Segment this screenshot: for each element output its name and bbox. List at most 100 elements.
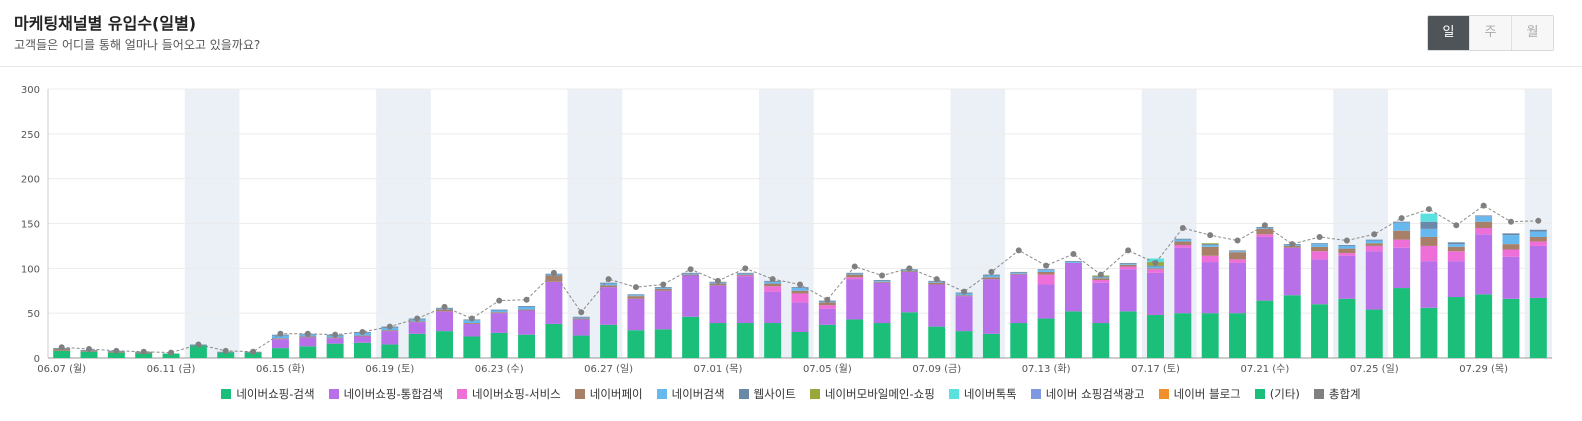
bar-segment (873, 323, 891, 358)
bar-segment (572, 316, 590, 318)
bar-segment (1311, 246, 1329, 252)
bar-segment (1037, 271, 1055, 275)
total-point (578, 309, 585, 316)
bar-segment (682, 274, 700, 276)
bar-segment (353, 342, 371, 358)
bar-segment (1393, 247, 1411, 289)
bar-segment (627, 295, 645, 297)
bar-segment (518, 305, 536, 307)
bar-segment (1365, 309, 1383, 358)
bar-segment (818, 302, 836, 306)
legend-item[interactable]: 네이버쇼핑-서비스 (456, 384, 561, 404)
bar-segment (873, 282, 891, 324)
total-point (140, 348, 147, 355)
bar-segment (982, 277, 1000, 280)
legend-item[interactable]: 네이버쇼핑-통합검색 (328, 384, 443, 404)
legend-item[interactable]: 네이버쇼핑-검색 (221, 384, 315, 404)
period-week-button[interactable]: 주 (1469, 16, 1511, 50)
bar-segment (654, 288, 672, 291)
legend-item[interactable]: 네이버검색 (656, 384, 725, 404)
legend-item[interactable]: 네이버모바일메인-쇼핑 (809, 384, 935, 404)
bar-segment (1010, 273, 1028, 275)
bar-segment (682, 272, 700, 274)
bar-segment (791, 288, 809, 291)
legend-item[interactable]: 총합계 (1313, 384, 1361, 404)
total-point (632, 284, 639, 291)
legend-label: 네이버모바일메인-쇼핑 (824, 387, 935, 401)
bar-segment (627, 330, 645, 358)
total-point (1125, 247, 1132, 254)
legend-label: (기타) (1269, 387, 1300, 401)
bar-segment (490, 310, 508, 313)
bar-segment (1119, 262, 1137, 264)
bar-segment (1119, 263, 1137, 265)
bar-segment (1201, 244, 1219, 246)
bar-segment (764, 286, 782, 292)
bar-segment (791, 293, 809, 303)
legend-swatch (221, 389, 232, 399)
total-point (468, 315, 475, 322)
bar-segment (1256, 234, 1274, 237)
bar-segment (463, 323, 481, 324)
bar-segment (1283, 247, 1301, 296)
legend-swatch (1030, 389, 1041, 399)
bar-segment (545, 275, 563, 282)
total-point (1371, 231, 1378, 238)
bar-segment (682, 273, 700, 275)
x-tick-label: 07.05 (월) (803, 363, 852, 375)
bar-segment (1201, 313, 1219, 358)
total-point (605, 276, 612, 283)
legend-item[interactable]: 네이버톡톡 (948, 384, 1017, 404)
bar-segment (818, 308, 836, 325)
bar-segment (107, 352, 125, 358)
bar-segment (436, 309, 453, 312)
bar-segment (1092, 323, 1110, 358)
bar-segment (271, 338, 289, 340)
bar-segment (1529, 229, 1547, 232)
bar-segment (1529, 231, 1547, 237)
total-point (1070, 250, 1077, 257)
bar-segment (1092, 282, 1110, 324)
total-point (1480, 202, 1487, 209)
bar-segment (873, 280, 891, 282)
bar-segment (1092, 278, 1110, 280)
bar-segment (600, 285, 618, 288)
bar-segment (791, 290, 809, 294)
legend-item[interactable]: (기타) (1254, 384, 1300, 404)
bar-segment (846, 272, 864, 274)
bar-segment (1037, 274, 1055, 285)
bar-segment (518, 334, 536, 358)
legend-swatch (1254, 389, 1265, 399)
bar-segment (1311, 244, 1329, 247)
bar-segment (1174, 239, 1192, 242)
bar-segment (1475, 215, 1493, 217)
bar-segment (1037, 318, 1055, 358)
bar-segment (846, 273, 864, 275)
legend-item[interactable]: 네이버 쇼핑검색광고 (1030, 384, 1145, 404)
bar-segment (1064, 262, 1082, 312)
bar-segment (1119, 266, 1137, 270)
bar-segment (1365, 245, 1383, 252)
period-month-button[interactable]: 월 (1511, 16, 1553, 50)
legend-item[interactable]: 웹사이트 (738, 384, 796, 404)
bar-segment (162, 353, 180, 358)
bar-segment (1420, 213, 1438, 222)
bar-segment (982, 279, 1000, 334)
bar-segment (1229, 251, 1247, 253)
x-tick-label: 06.11 (금) (147, 363, 196, 375)
bar-segment (1420, 307, 1438, 358)
bar-segment (490, 332, 508, 358)
bar-segment (928, 326, 946, 358)
bar-segment (408, 322, 426, 334)
bar-segment (846, 319, 864, 358)
legend-item[interactable]: 네이버 블로그 (1158, 384, 1241, 404)
bar-segment (1475, 294, 1493, 358)
bar-segment (1147, 269, 1164, 273)
legend-swatch (328, 389, 339, 399)
bar-segment (736, 273, 754, 275)
period-day-button[interactable]: 일 (1428, 16, 1469, 50)
legend-item[interactable]: 네이버페이 (574, 384, 643, 404)
bar-segment (900, 312, 918, 358)
bar-segment (709, 285, 727, 324)
bar-segment (1529, 236, 1547, 242)
